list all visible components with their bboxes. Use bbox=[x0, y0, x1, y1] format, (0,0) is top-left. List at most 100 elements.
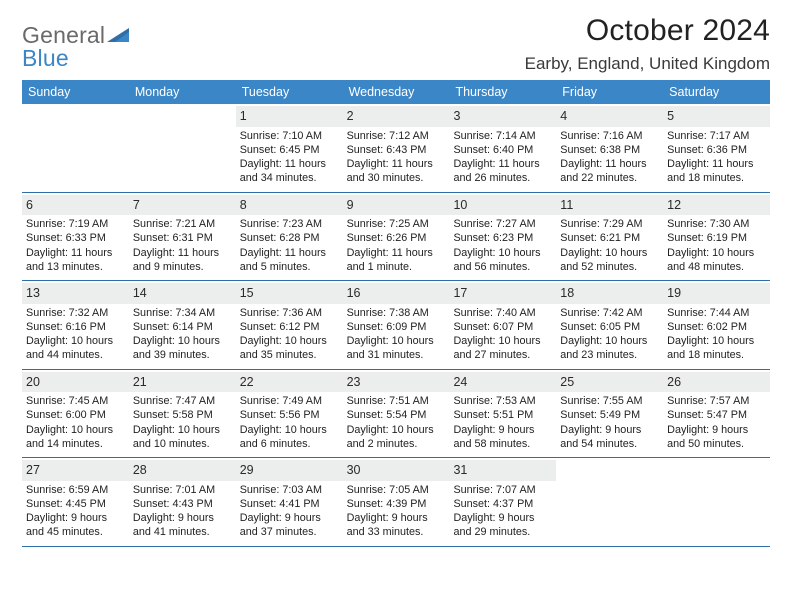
weekday-header: Wednesday bbox=[343, 80, 450, 104]
day-info: Sunrise: 7:53 AMSunset: 5:51 PMDaylight:… bbox=[453, 394, 551, 451]
week-row: 27Sunrise: 6:59 AMSunset: 4:45 PMDayligh… bbox=[22, 458, 770, 547]
daylight-text: Daylight: 10 hours and 39 minutes. bbox=[133, 334, 231, 363]
sunrise-text: Sunrise: 7:29 AM bbox=[560, 217, 658, 231]
day-info: Sunrise: 7:23 AMSunset: 6:28 PMDaylight:… bbox=[240, 217, 338, 274]
sunrise-text: Sunrise: 7:14 AM bbox=[453, 129, 551, 143]
day-info: Sunrise: 7:51 AMSunset: 5:54 PMDaylight:… bbox=[347, 394, 445, 451]
daylight-text: Daylight: 11 hours and 1 minute. bbox=[347, 246, 445, 275]
day-info: Sunrise: 7:29 AMSunset: 6:21 PMDaylight:… bbox=[560, 217, 658, 274]
sunset-text: Sunset: 5:56 PM bbox=[240, 408, 338, 422]
sunrise-text: Sunrise: 7:21 AM bbox=[133, 217, 231, 231]
daylight-text: Daylight: 10 hours and 44 minutes. bbox=[26, 334, 124, 363]
day-cell: 17Sunrise: 7:40 AMSunset: 6:07 PMDayligh… bbox=[449, 281, 556, 369]
daylight-text: Daylight: 10 hours and 23 minutes. bbox=[560, 334, 658, 363]
logo-triangle-icon bbox=[107, 26, 133, 44]
day-info: Sunrise: 7:44 AMSunset: 6:02 PMDaylight:… bbox=[667, 306, 765, 363]
day-number: 24 bbox=[449, 372, 556, 393]
sunset-text: Sunset: 6:40 PM bbox=[453, 143, 551, 157]
day-cell: 30Sunrise: 7:05 AMSunset: 4:39 PMDayligh… bbox=[343, 458, 450, 546]
empty-cell bbox=[22, 104, 129, 192]
sunrise-text: Sunrise: 7:36 AM bbox=[240, 306, 338, 320]
day-cell: 15Sunrise: 7:36 AMSunset: 6:12 PMDayligh… bbox=[236, 281, 343, 369]
sunrise-text: Sunrise: 7:25 AM bbox=[347, 217, 445, 231]
sunset-text: Sunset: 6:36 PM bbox=[667, 143, 765, 157]
sunrise-text: Sunrise: 7:17 AM bbox=[667, 129, 765, 143]
day-number: 7 bbox=[129, 195, 236, 216]
sunset-text: Sunset: 6:38 PM bbox=[560, 143, 658, 157]
sunrise-text: Sunrise: 7:53 AM bbox=[453, 394, 551, 408]
sunrise-text: Sunrise: 7:03 AM bbox=[240, 483, 338, 497]
sunset-text: Sunset: 6:31 PM bbox=[133, 231, 231, 245]
day-number: 10 bbox=[449, 195, 556, 216]
day-info: Sunrise: 7:03 AMSunset: 4:41 PMDaylight:… bbox=[240, 483, 338, 540]
daylight-text: Daylight: 10 hours and 56 minutes. bbox=[453, 246, 551, 275]
sunset-text: Sunset: 6:16 PM bbox=[26, 320, 124, 334]
sunset-text: Sunset: 5:49 PM bbox=[560, 408, 658, 422]
day-number: 17 bbox=[449, 283, 556, 304]
daylight-text: Daylight: 10 hours and 31 minutes. bbox=[347, 334, 445, 363]
day-cell: 31Sunrise: 7:07 AMSunset: 4:37 PMDayligh… bbox=[449, 458, 556, 546]
day-cell: 27Sunrise: 6:59 AMSunset: 4:45 PMDayligh… bbox=[22, 458, 129, 546]
day-info: Sunrise: 7:30 AMSunset: 6:19 PMDaylight:… bbox=[667, 217, 765, 274]
daylight-text: Daylight: 10 hours and 48 minutes. bbox=[667, 246, 765, 275]
sunset-text: Sunset: 4:39 PM bbox=[347, 497, 445, 511]
day-cell: 19Sunrise: 7:44 AMSunset: 6:02 PMDayligh… bbox=[663, 281, 770, 369]
day-cell: 25Sunrise: 7:55 AMSunset: 5:49 PMDayligh… bbox=[556, 370, 663, 458]
week-row: 6Sunrise: 7:19 AMSunset: 6:33 PMDaylight… bbox=[22, 193, 770, 282]
day-number: 6 bbox=[22, 195, 129, 216]
daylight-text: Daylight: 10 hours and 2 minutes. bbox=[347, 423, 445, 452]
sunrise-text: Sunrise: 7:51 AM bbox=[347, 394, 445, 408]
sunset-text: Sunset: 6:21 PM bbox=[560, 231, 658, 245]
day-cell: 14Sunrise: 7:34 AMSunset: 6:14 PMDayligh… bbox=[129, 281, 236, 369]
daylight-text: Daylight: 9 hours and 29 minutes. bbox=[453, 511, 551, 540]
day-number: 16 bbox=[343, 283, 450, 304]
sunset-text: Sunset: 6:05 PM bbox=[560, 320, 658, 334]
sunrise-text: Sunrise: 7:12 AM bbox=[347, 129, 445, 143]
day-info: Sunrise: 7:57 AMSunset: 5:47 PMDaylight:… bbox=[667, 394, 765, 451]
sunrise-text: Sunrise: 7:10 AM bbox=[240, 129, 338, 143]
sunset-text: Sunset: 5:51 PM bbox=[453, 408, 551, 422]
day-cell: 18Sunrise: 7:42 AMSunset: 6:05 PMDayligh… bbox=[556, 281, 663, 369]
daylight-text: Daylight: 11 hours and 13 minutes. bbox=[26, 246, 124, 275]
day-cell: 11Sunrise: 7:29 AMSunset: 6:21 PMDayligh… bbox=[556, 193, 663, 281]
day-info: Sunrise: 7:14 AMSunset: 6:40 PMDaylight:… bbox=[453, 129, 551, 186]
sunset-text: Sunset: 4:41 PM bbox=[240, 497, 338, 511]
sunset-text: Sunset: 6:19 PM bbox=[667, 231, 765, 245]
weekday-header: Sunday bbox=[22, 80, 129, 104]
logo-word-blue: Blue bbox=[22, 45, 105, 72]
day-info: Sunrise: 7:47 AMSunset: 5:58 PMDaylight:… bbox=[133, 394, 231, 451]
daylight-text: Daylight: 9 hours and 45 minutes. bbox=[26, 511, 124, 540]
day-number: 18 bbox=[556, 283, 663, 304]
day-number: 23 bbox=[343, 372, 450, 393]
weekday-header: Tuesday bbox=[236, 80, 343, 104]
sunset-text: Sunset: 6:02 PM bbox=[667, 320, 765, 334]
day-info: Sunrise: 7:07 AMSunset: 4:37 PMDaylight:… bbox=[453, 483, 551, 540]
sunrise-text: Sunrise: 7:55 AM bbox=[560, 394, 658, 408]
daylight-text: Daylight: 11 hours and 26 minutes. bbox=[453, 157, 551, 186]
day-cell: 23Sunrise: 7:51 AMSunset: 5:54 PMDayligh… bbox=[343, 370, 450, 458]
empty-cell bbox=[663, 458, 770, 546]
daylight-text: Daylight: 10 hours and 10 minutes. bbox=[133, 423, 231, 452]
sunrise-text: Sunrise: 7:45 AM bbox=[26, 394, 124, 408]
day-cell: 8Sunrise: 7:23 AMSunset: 6:28 PMDaylight… bbox=[236, 193, 343, 281]
weekday-header: Friday bbox=[556, 80, 663, 104]
day-cell: 21Sunrise: 7:47 AMSunset: 5:58 PMDayligh… bbox=[129, 370, 236, 458]
day-info: Sunrise: 7:40 AMSunset: 6:07 PMDaylight:… bbox=[453, 306, 551, 363]
location: Earby, England, United Kingdom bbox=[525, 54, 770, 74]
sunset-text: Sunset: 6:12 PM bbox=[240, 320, 338, 334]
logo-text: General Blue bbox=[22, 22, 105, 72]
day-info: Sunrise: 7:45 AMSunset: 6:00 PMDaylight:… bbox=[26, 394, 124, 451]
sunset-text: Sunset: 6:28 PM bbox=[240, 231, 338, 245]
day-number: 13 bbox=[22, 283, 129, 304]
sunset-text: Sunset: 6:07 PM bbox=[453, 320, 551, 334]
day-number: 22 bbox=[236, 372, 343, 393]
daylight-text: Daylight: 10 hours and 18 minutes. bbox=[667, 334, 765, 363]
sunset-text: Sunset: 4:37 PM bbox=[453, 497, 551, 511]
empty-cell bbox=[129, 104, 236, 192]
calendar-grid: SundayMondayTuesdayWednesdayThursdayFrid… bbox=[22, 80, 770, 547]
day-cell: 7Sunrise: 7:21 AMSunset: 6:31 PMDaylight… bbox=[129, 193, 236, 281]
day-number: 12 bbox=[663, 195, 770, 216]
day-number: 1 bbox=[236, 106, 343, 127]
header: General Blue October 2024 Earby, England… bbox=[22, 14, 770, 74]
sunset-text: Sunset: 6:26 PM bbox=[347, 231, 445, 245]
